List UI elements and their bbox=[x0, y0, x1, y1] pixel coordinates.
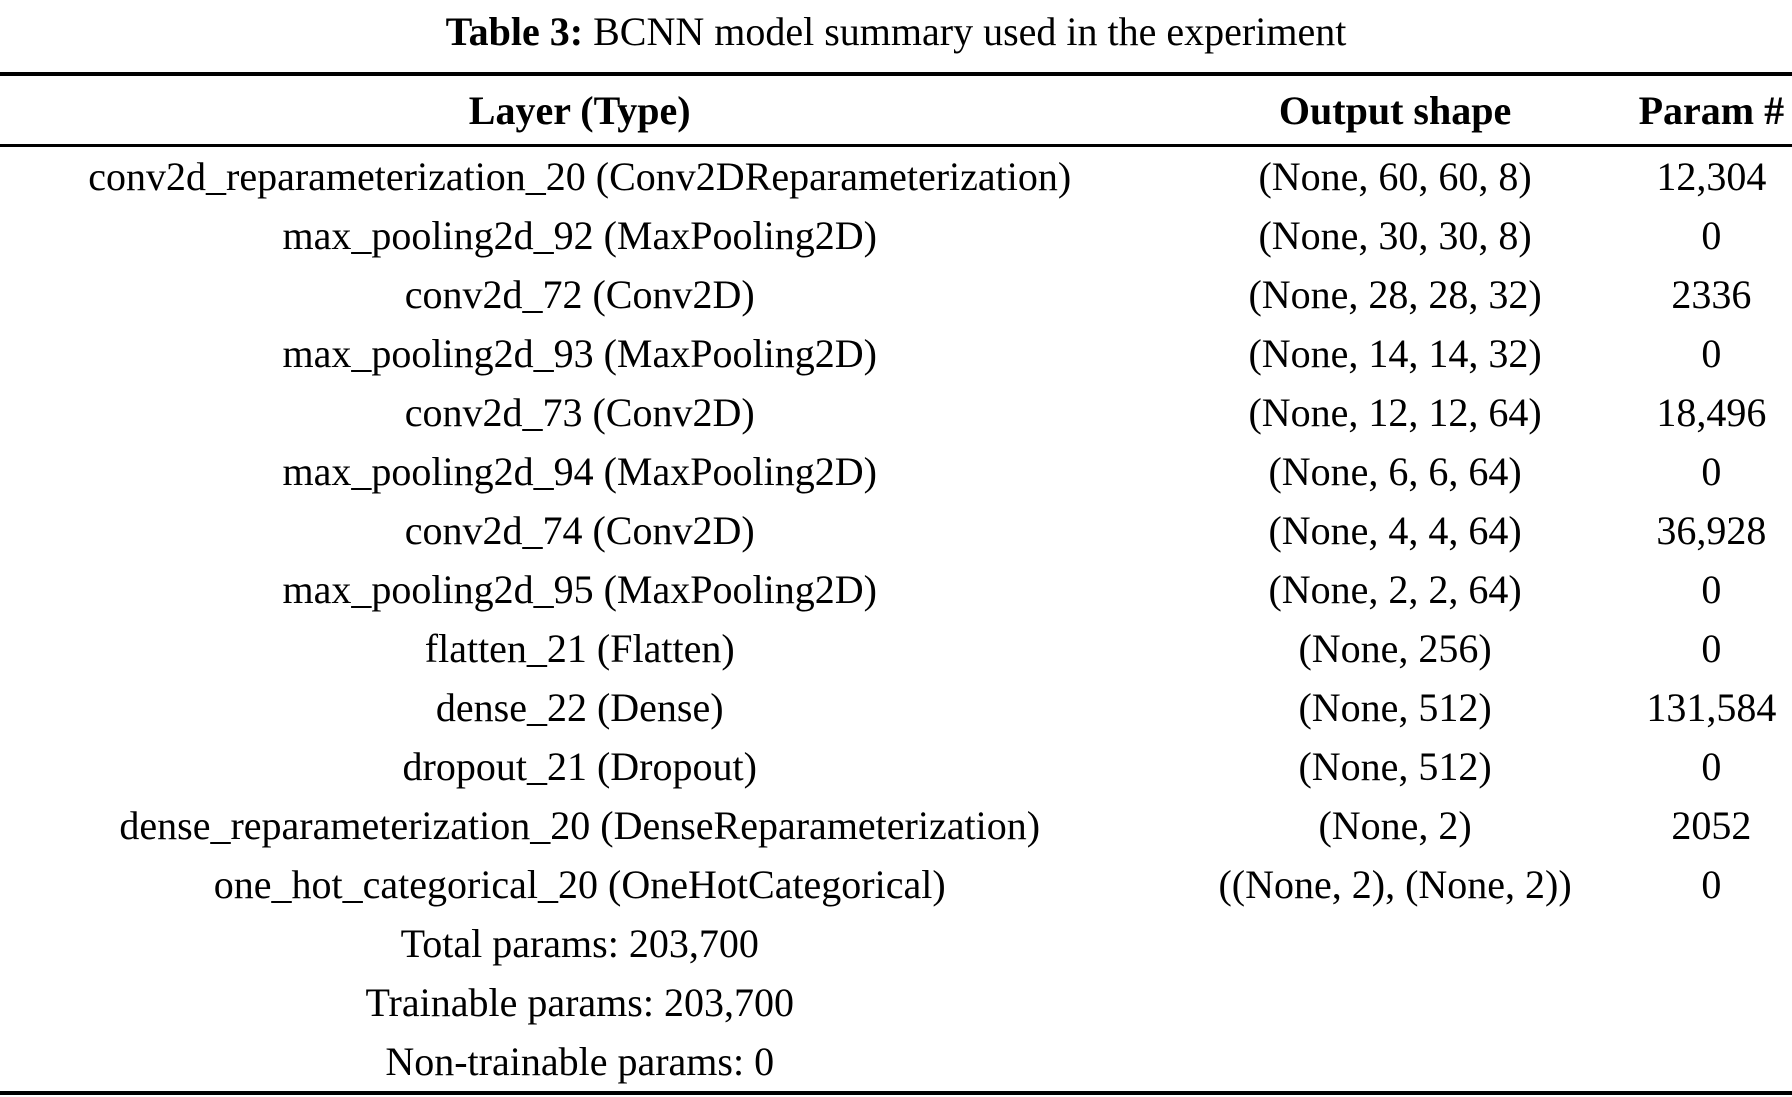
cell-param-count: 18,496 bbox=[1656, 390, 1767, 435]
empty-cell bbox=[1631, 973, 1792, 1032]
table-row: max_pooling2d_94 (MaxPooling2D) (None, 6,… bbox=[0, 442, 1792, 501]
table-caption: Table 3: BCNN model summary used in the e… bbox=[0, 0, 1792, 72]
empty-cell bbox=[1159, 973, 1630, 1032]
cell-layer-type: max_pooling2d_95 (MaxPooling2D) bbox=[282, 567, 877, 612]
table-row: conv2d_73 (Conv2D) (None, 12, 12, 64) 18,4… bbox=[0, 383, 1792, 442]
table-row: dense_22 (Dense) (None, 512) 131,584 bbox=[0, 678, 1792, 737]
cell-output-shape: (None, 6, 6, 64) bbox=[1268, 449, 1522, 494]
summary-row: Trainable params: 203,700 bbox=[0, 973, 1792, 1032]
cell-output-shape: (None, 2) bbox=[1318, 803, 1472, 848]
cell-output-shape: (None, 4, 4, 64) bbox=[1268, 508, 1522, 553]
cell-output-shape: (None, 60, 60, 8) bbox=[1258, 154, 1532, 199]
cell-layer-type: max_pooling2d_94 (MaxPooling2D) bbox=[282, 449, 877, 494]
summary-text: Non-trainable params: 0 bbox=[385, 1039, 775, 1084]
cell-output-shape: (None, 512) bbox=[1298, 685, 1492, 730]
cell-layer-type: max_pooling2d_93 (MaxPooling2D) bbox=[282, 331, 877, 376]
cell-output-shape: (None, 2, 2, 64) bbox=[1268, 567, 1522, 612]
cell-output-shape: (None, 14, 14, 32) bbox=[1248, 331, 1542, 376]
cell-output-shape: (None, 512) bbox=[1298, 744, 1492, 789]
summary-text: Total params: 203,700 bbox=[400, 921, 759, 966]
cell-param-count: 2052 bbox=[1671, 803, 1752, 848]
cell-layer-type: dropout_21 (Dropout) bbox=[402, 744, 757, 789]
col-header-output-shape: Output shape bbox=[1159, 74, 1631, 147]
empty-cell bbox=[1631, 914, 1792, 973]
table-row: one_hot_categorical_20 (OneHotCategorica… bbox=[0, 855, 1792, 914]
col-header-layer-type: Layer (Type) bbox=[0, 74, 1160, 147]
summary-row: Total params: 203,700 bbox=[0, 914, 1792, 973]
table-row: flatten_21 (Flatten) (None, 256) 0 bbox=[0, 619, 1792, 678]
cell-param-count: 2336 bbox=[1671, 272, 1752, 317]
col-header-param-count: Param # bbox=[1630, 74, 1792, 147]
cell-layer-type: dense_22 (Dense) bbox=[435, 685, 724, 730]
cell-layer-type: conv2d_74 (Conv2D) bbox=[404, 508, 755, 553]
table-caption-label: Table 3: bbox=[445, 9, 584, 54]
cell-layer-type: flatten_21 (Flatten) bbox=[424, 626, 735, 671]
cell-layer-type: max_pooling2d_92 (MaxPooling2D) bbox=[282, 213, 877, 258]
table-row: conv2d_72 (Conv2D) (None, 28, 28, 32) 2336 bbox=[0, 265, 1792, 324]
cell-layer-type: one_hot_categorical_20 (OneHotCategorica… bbox=[213, 862, 946, 907]
empty-cell bbox=[1159, 1032, 1630, 1093]
empty-cell bbox=[1631, 1032, 1792, 1093]
table-body: conv2d_reparameterization_20 (Conv2DRepa… bbox=[0, 146, 1792, 1094]
summary-text: Trainable params: 203,700 bbox=[365, 980, 794, 1025]
table-row: dropout_21 (Dropout) (None, 512) 0 bbox=[0, 737, 1792, 796]
cell-param-count: 0 bbox=[1701, 626, 1722, 671]
empty-cell bbox=[1159, 914, 1630, 973]
cell-param-count: 0 bbox=[1701, 744, 1722, 789]
table-row: max_pooling2d_95 (MaxPooling2D) (None, 2,… bbox=[0, 560, 1792, 619]
cell-param-count: 12,304 bbox=[1656, 154, 1767, 199]
table-caption-text: BCNN model summary used in the experimen… bbox=[593, 9, 1347, 54]
cell-output-shape: (None, 30, 30, 8) bbox=[1258, 213, 1532, 258]
cell-output-shape: (None, 28, 28, 32) bbox=[1248, 272, 1542, 317]
cell-param-count: 0 bbox=[1701, 331, 1722, 376]
cell-layer-type: conv2d_73 (Conv2D) bbox=[404, 390, 755, 435]
summary-row: Non-trainable params: 0 bbox=[0, 1032, 1792, 1093]
table-row: max_pooling2d_92 (MaxPooling2D) (None, 30… bbox=[0, 206, 1792, 265]
cell-layer-type: dense_reparameterization_20 (DenseRepara… bbox=[119, 803, 1041, 848]
cell-param-count: 0 bbox=[1701, 213, 1722, 258]
cell-param-count: 36,928 bbox=[1656, 508, 1767, 553]
table-row: conv2d_reparameterization_20 (Conv2DRepa… bbox=[0, 146, 1792, 207]
cell-param-count: 0 bbox=[1701, 862, 1722, 907]
model-summary-table: Layer (Type) Output shape Param # conv2d… bbox=[0, 72, 1792, 1095]
cell-output-shape: ((None, 2), (None, 2)) bbox=[1218, 862, 1572, 907]
cell-param-count: 0 bbox=[1701, 449, 1722, 494]
table-row: conv2d_74 (Conv2D) (None, 4, 4, 64) 36,928 bbox=[0, 501, 1792, 560]
header-row: Layer (Type) Output shape Param # bbox=[0, 74, 1792, 147]
cell-output-shape: (None, 256) bbox=[1298, 626, 1492, 671]
cell-layer-type: conv2d_72 (Conv2D) bbox=[404, 272, 755, 317]
table-row: max_pooling2d_93 (MaxPooling2D) (None, 14… bbox=[0, 324, 1792, 383]
cell-output-shape: (None, 12, 12, 64) bbox=[1248, 390, 1542, 435]
cell-param-count: 0 bbox=[1701, 567, 1722, 612]
cell-param-count: 131,584 bbox=[1646, 685, 1777, 730]
table-row: dense_reparameterization_20 (DenseRepara… bbox=[0, 796, 1792, 855]
cell-layer-type: conv2d_reparameterization_20 (Conv2DRepa… bbox=[88, 154, 1072, 199]
